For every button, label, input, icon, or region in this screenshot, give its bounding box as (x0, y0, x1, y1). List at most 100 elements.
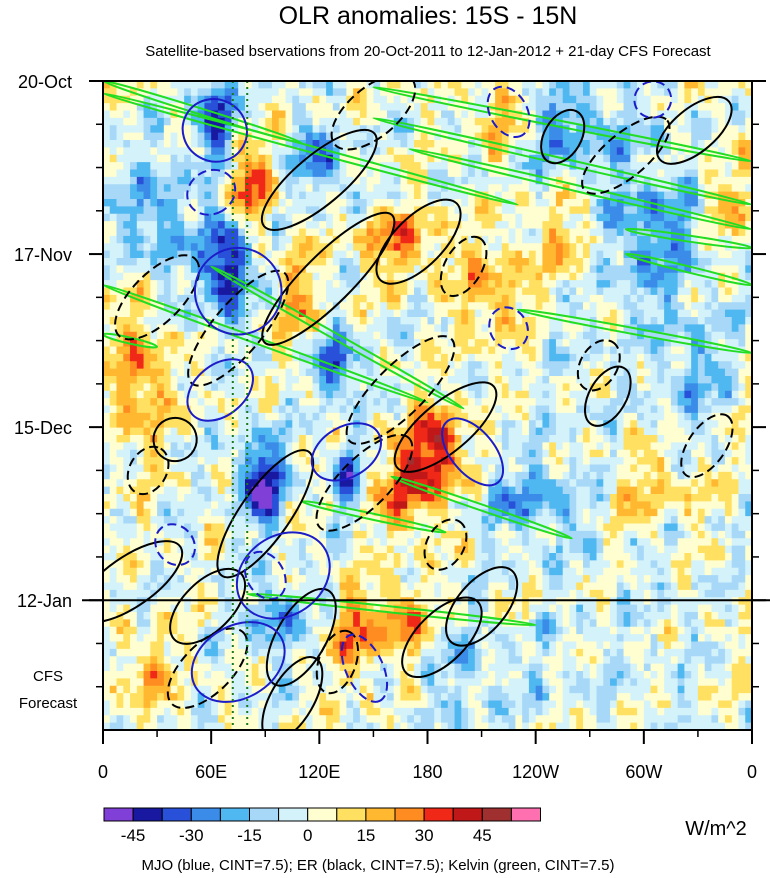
olr-cell (319, 235, 327, 244)
olr-cell (670, 294, 679, 303)
olr-cell (474, 339, 483, 348)
olr-cell (515, 449, 523, 458)
olr-cell (657, 191, 665, 200)
olr-cell (582, 258, 591, 266)
olr-cell (184, 213, 192, 222)
olr-cell (326, 125, 334, 134)
olr-cell (454, 317, 462, 325)
olr-cell (359, 376, 368, 384)
olr-cell (616, 272, 625, 281)
olr-cell (231, 346, 239, 355)
olr-cell (332, 199, 341, 207)
olr-cell (522, 398, 530, 407)
olr-cell (528, 398, 537, 407)
olr-cell (481, 213, 489, 222)
olr-cell (400, 81, 408, 89)
olr-cell (711, 420, 719, 429)
olr-cell (697, 206, 706, 215)
olr-cell (150, 390, 158, 399)
olr-cell (197, 353, 206, 362)
olr-cell (441, 221, 449, 230)
olr-cell (393, 427, 402, 436)
olr-cell (244, 117, 253, 126)
olr-cell (386, 324, 395, 333)
olr-cell (704, 235, 713, 244)
olr-cell (711, 317, 719, 325)
olr-cell (359, 221, 368, 230)
olr-cell (643, 405, 652, 414)
olr-cell (157, 294, 165, 303)
olr-cell (528, 361, 537, 370)
olr-cell (474, 147, 483, 156)
olr-cell (251, 331, 260, 340)
olr-cell (265, 221, 273, 230)
olr-cell (339, 361, 347, 370)
olr-cell (630, 427, 638, 436)
olr-cell (332, 140, 341, 148)
olr-cell (136, 95, 145, 104)
olr-cell (305, 390, 314, 399)
olr-cell (393, 162, 402, 171)
olr-cell (677, 405, 685, 414)
olr-cell (643, 154, 652, 163)
olr-cell (731, 228, 740, 237)
olr-cell (555, 132, 564, 141)
olr-cell (109, 331, 118, 340)
olr-cell (677, 287, 685, 296)
olr-cell (582, 243, 591, 252)
olr-cell (468, 258, 476, 266)
olr-cell (535, 398, 544, 407)
olr-cell (745, 125, 753, 134)
olr-cell (407, 339, 415, 348)
olr-cell (373, 457, 381, 466)
olr-cell (468, 88, 476, 97)
olr-cell (217, 228, 226, 237)
olr-cell (319, 95, 327, 104)
olr-cell (272, 110, 280, 119)
olr-cell (103, 103, 111, 112)
olr-cell (454, 235, 462, 244)
olr-cell (123, 169, 131, 178)
olr-cell (157, 243, 165, 252)
olr-cell (582, 191, 591, 200)
olr-cell (285, 110, 293, 119)
olr-cell (353, 184, 361, 193)
olr-cell (522, 191, 530, 200)
olr-cell (285, 427, 293, 436)
olr-cell (697, 228, 706, 237)
olr-cell (258, 206, 266, 215)
olr-cell (305, 317, 314, 325)
olr-cell (582, 213, 591, 222)
olr-cell (184, 258, 192, 266)
olr-cell (211, 442, 219, 451)
olr-cell (204, 339, 212, 348)
olr-cell (170, 302, 178, 311)
olr-cell (407, 383, 415, 392)
olr-cell (474, 346, 483, 355)
olr-cell (684, 420, 692, 429)
olr-cell (684, 81, 692, 89)
olr-cell (326, 250, 334, 259)
olr-cell (143, 95, 151, 104)
olr-cell (610, 162, 618, 171)
olr-cell (157, 147, 165, 156)
olr-cell (616, 346, 625, 355)
olr-cell (623, 442, 631, 451)
olr-cell (332, 457, 341, 466)
olr-cell (731, 287, 740, 296)
olr-cell (312, 435, 320, 443)
olr-cell (238, 206, 246, 215)
olr-cell (177, 95, 185, 104)
olr-cell (704, 376, 713, 384)
olr-cell (238, 449, 246, 458)
olr-cell (724, 309, 733, 318)
olr-cell (278, 169, 287, 178)
olr-cell (197, 412, 206, 421)
olr-cell (103, 442, 111, 451)
olr-cell (623, 243, 631, 252)
olr-cell (603, 376, 611, 384)
olr-cell (373, 213, 381, 222)
olr-cell (603, 103, 611, 112)
olr-cell (569, 294, 577, 303)
olr-cell (420, 280, 429, 289)
